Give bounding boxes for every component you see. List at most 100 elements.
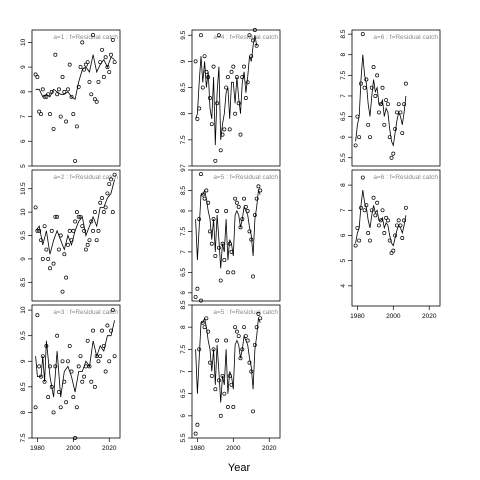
observed-point	[225, 405, 230, 409]
x-tick-label: 1980	[30, 445, 45, 452]
observed-point	[35, 228, 40, 233]
observed-point	[209, 373, 214, 378]
observed-point	[249, 237, 254, 242]
observed-point	[231, 64, 236, 69]
observed-point	[80, 224, 85, 229]
observed-point	[353, 243, 358, 248]
observed-point	[89, 219, 94, 224]
observed-point	[101, 210, 106, 215]
observed-point	[249, 54, 254, 59]
y-tick-label: 9	[180, 59, 187, 63]
observed-point	[252, 28, 257, 32]
observed-point	[373, 213, 378, 218]
panel-frame	[191, 169, 281, 302]
observed-point	[44, 247, 49, 252]
observed-point	[204, 316, 209, 321]
observed-point	[65, 242, 70, 247]
observed-point	[400, 236, 405, 240]
y-tick-label: 10.5	[20, 182, 27, 195]
observed-point	[252, 342, 257, 347]
y-tick-label: 8.5	[180, 300, 187, 309]
observed-point	[80, 379, 85, 384]
observed-point	[55, 214, 60, 219]
y-tick-label: 7.5	[180, 135, 187, 144]
observed-point	[74, 405, 79, 410]
observed-point	[107, 70, 112, 74]
observed-point	[375, 73, 380, 78]
observed-point	[82, 374, 87, 379]
y-tick-label: 9.5	[180, 30, 187, 39]
observed-point	[46, 92, 51, 97]
observed-point	[391, 151, 396, 156]
observed-point	[199, 172, 203, 177]
observed-point	[359, 81, 363, 86]
observed-point	[96, 359, 101, 364]
observed-point	[92, 210, 97, 215]
observed-point	[236, 204, 241, 209]
observed-point	[218, 148, 223, 153]
observed-point	[362, 85, 367, 90]
observed-point	[89, 379, 94, 384]
observed-point	[112, 354, 117, 359]
panel-frame	[31, 29, 121, 167]
observed-point	[60, 75, 65, 79]
observed-point	[375, 200, 380, 205]
observed-point	[35, 313, 40, 318]
observed-point	[247, 229, 252, 234]
observed-point	[378, 102, 383, 107]
observed-point	[85, 60, 90, 65]
observed-point	[213, 387, 218, 392]
observed-point	[362, 208, 367, 213]
observed-point	[213, 158, 218, 163]
observed-point	[208, 229, 212, 234]
observed-point	[62, 89, 67, 94]
observed-point	[227, 373, 232, 378]
observed-point	[357, 238, 362, 243]
observed-point	[242, 325, 247, 330]
observed-point	[393, 233, 398, 238]
observed-point	[355, 114, 360, 119]
observed-point	[371, 195, 376, 200]
observed-point	[197, 217, 202, 222]
observed-point	[98, 200, 103, 205]
observed-point	[256, 311, 261, 316]
observed-point	[225, 75, 230, 80]
observed-point	[251, 38, 256, 43]
observed-point	[200, 192, 205, 197]
y-tick-label: 6.5	[180, 389, 187, 398]
observed-point	[103, 55, 108, 60]
y-tick-label: 7.5	[180, 344, 187, 353]
observed-point	[238, 225, 243, 230]
y-tick-label: 5.5	[340, 153, 347, 162]
observed-point	[240, 347, 245, 352]
observed-point	[229, 249, 234, 254]
observed-point	[369, 85, 374, 90]
observed-point	[109, 328, 113, 333]
observed-point	[222, 127, 227, 132]
observed-point	[234, 329, 239, 334]
observed-point	[254, 43, 259, 48]
y-tick-label: 7	[340, 208, 347, 212]
observed-point	[353, 143, 358, 148]
observed-point	[394, 110, 399, 115]
observed-point	[380, 85, 385, 90]
y-tick-label: 5	[20, 164, 27, 168]
observed-point	[67, 62, 72, 67]
observed-point	[78, 354, 83, 359]
observed-point	[56, 87, 61, 92]
observed-point	[398, 223, 403, 228]
observed-point	[403, 81, 408, 86]
observed-point	[200, 85, 205, 90]
observed-point	[39, 238, 43, 243]
observed-point	[82, 67, 87, 72]
observed-point	[51, 126, 56, 131]
observed-point	[220, 132, 225, 137]
panel-5: a=5 : f=Residual catch 6 6.5 7 7.5 8 8.5 9	[180, 168, 281, 302]
observed-point	[107, 182, 112, 186]
observed-point	[366, 231, 371, 235]
observed-point	[384, 98, 389, 103]
observed-point	[76, 364, 81, 369]
panel-6: a=6 : f=Residual catch 5.5 6 6.5 7 7.5 8 8.5	[340, 29, 441, 167]
panel-title: a=4 : f=Residual catch	[213, 34, 278, 41]
